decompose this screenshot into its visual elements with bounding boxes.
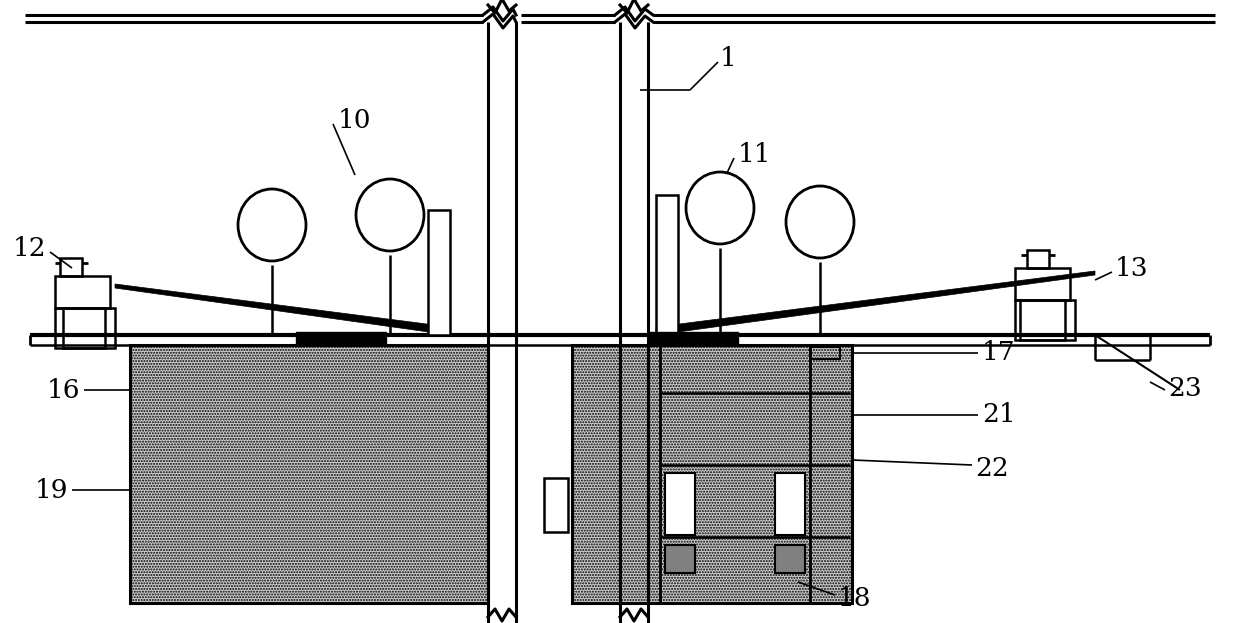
Text: 17: 17 (982, 341, 1016, 366)
Ellipse shape (686, 172, 754, 244)
Bar (130, 345, 489, 603)
Bar (572, 345, 852, 603)
Bar (60, 258, 82, 276)
Text: 22: 22 (975, 455, 1009, 480)
Bar (1016, 300, 1075, 340)
Bar (810, 347, 839, 359)
Bar (428, 210, 450, 335)
Bar (63, 308, 105, 348)
Bar (55, 308, 115, 348)
Bar (665, 473, 694, 535)
Polygon shape (656, 271, 1095, 335)
Text: 1: 1 (720, 45, 737, 70)
Bar (649, 332, 738, 345)
Bar (296, 332, 386, 345)
Text: 16: 16 (47, 378, 81, 402)
Text: 12: 12 (12, 235, 46, 260)
Bar (775, 473, 805, 535)
Bar (656, 195, 678, 335)
Text: 21: 21 (982, 402, 1016, 427)
Bar (775, 545, 805, 573)
Bar (1027, 250, 1049, 268)
Text: 19: 19 (35, 477, 68, 503)
Ellipse shape (238, 189, 306, 261)
Bar (544, 478, 568, 532)
Bar (55, 276, 110, 308)
Bar (1016, 268, 1070, 300)
Polygon shape (115, 284, 450, 335)
Bar (1021, 300, 1065, 340)
Text: 11: 11 (738, 143, 771, 168)
Ellipse shape (356, 179, 424, 251)
Text: 13: 13 (1115, 255, 1148, 280)
Bar (665, 545, 694, 573)
Text: 10: 10 (339, 108, 372, 133)
Ellipse shape (786, 186, 854, 258)
Text: 23: 23 (1168, 376, 1202, 401)
Text: 18: 18 (838, 586, 872, 611)
